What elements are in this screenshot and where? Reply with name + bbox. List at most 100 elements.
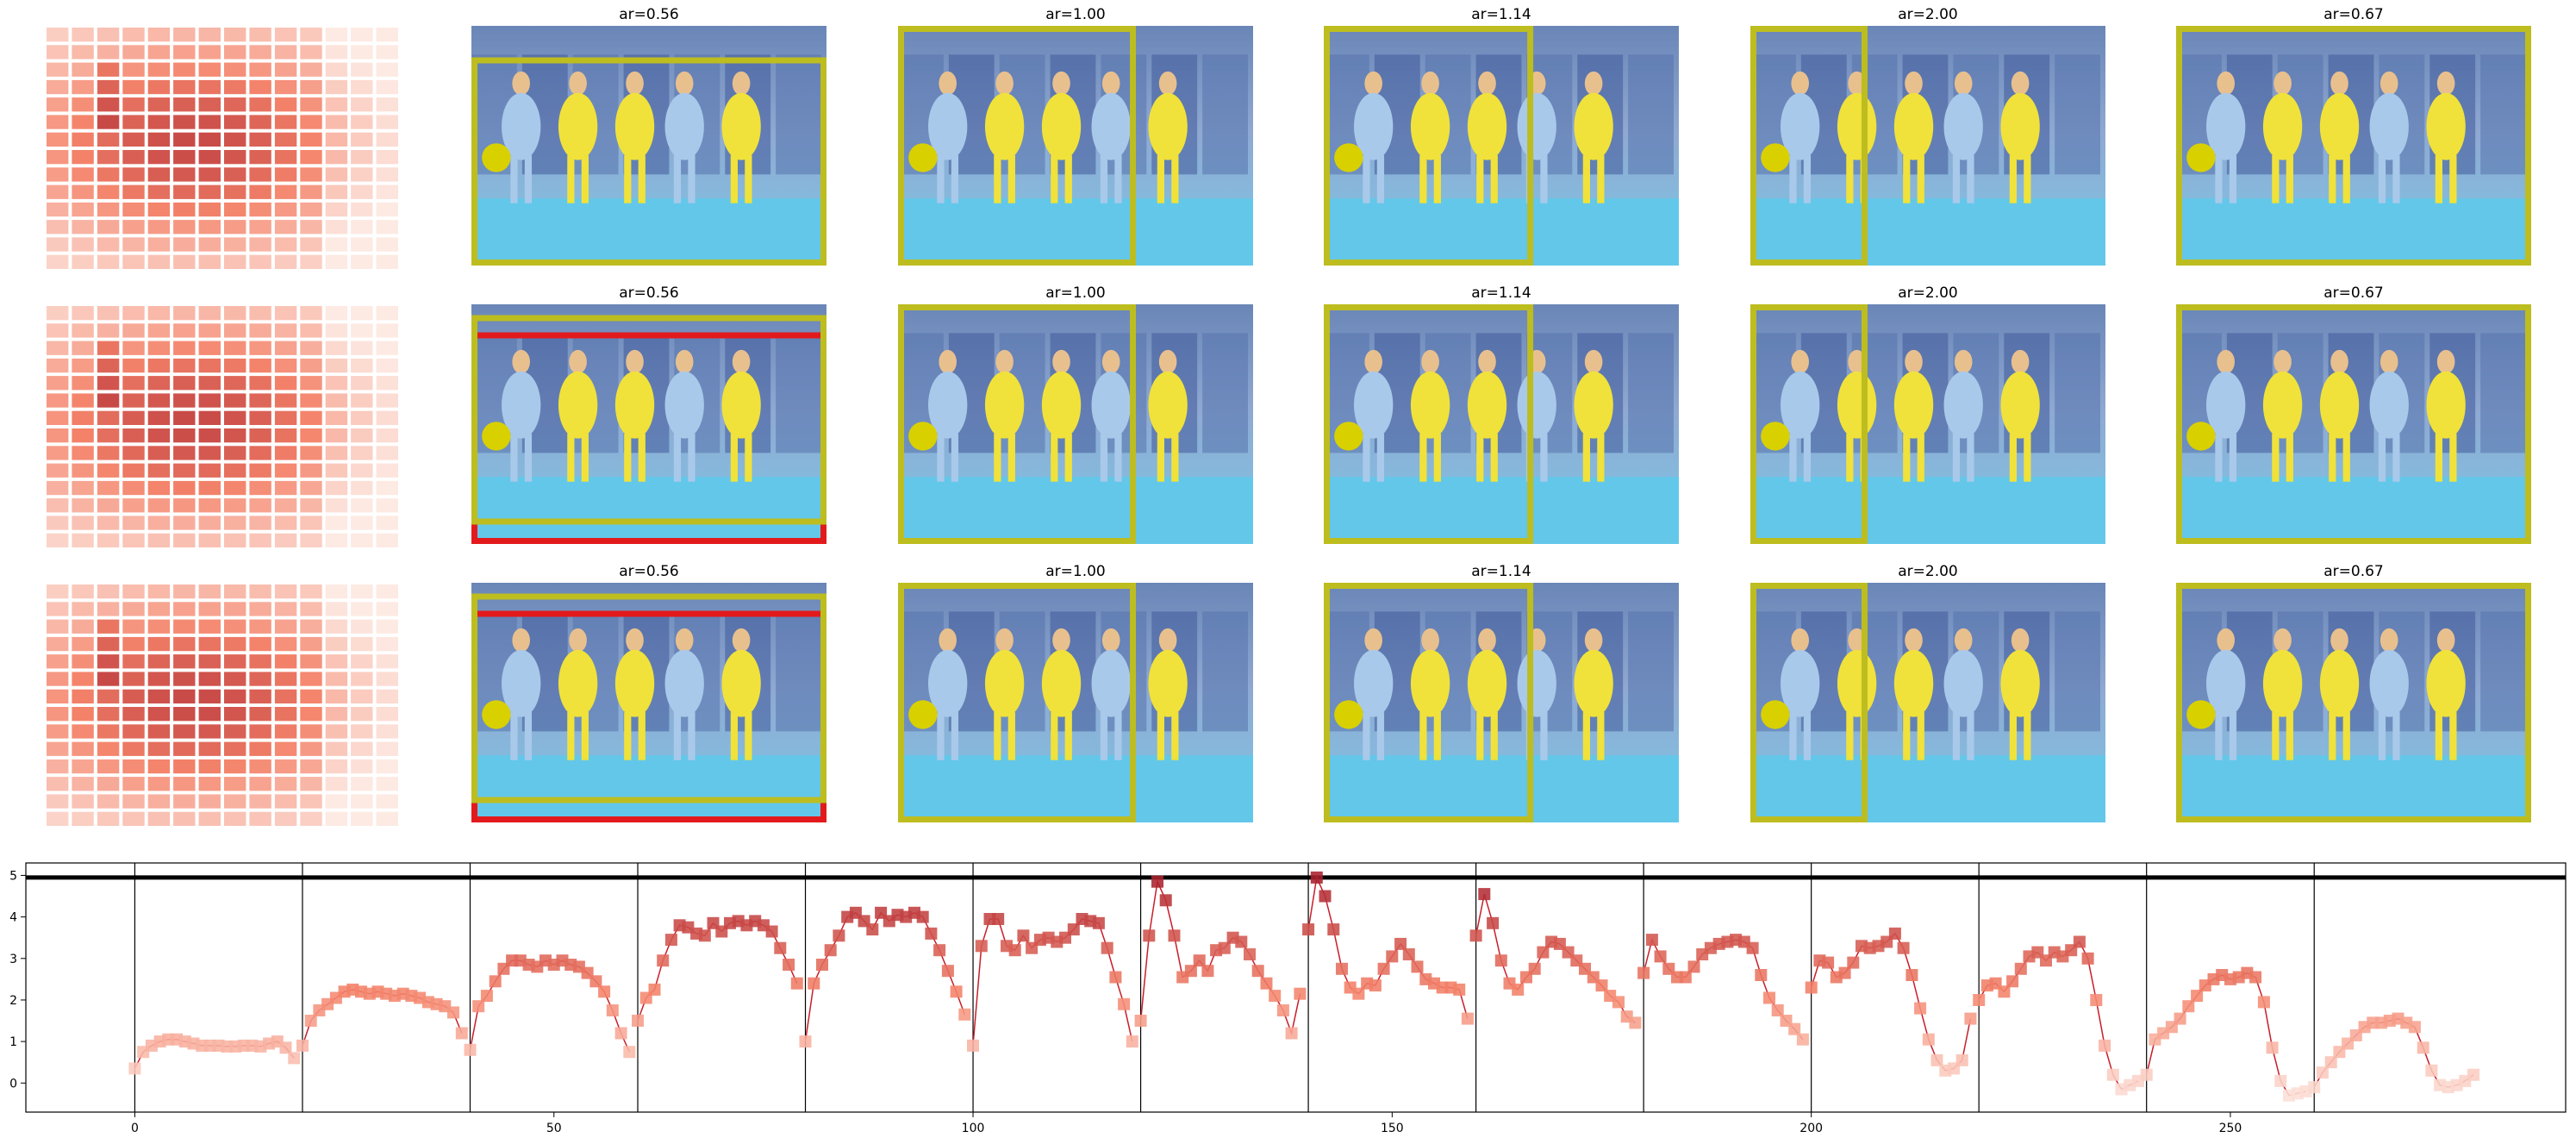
heatmap-cell: [325, 811, 348, 826]
player-body: [614, 371, 655, 439]
panel-title: ar=0.67: [2323, 563, 2384, 580]
heatmap-cell: [47, 220, 69, 234]
heatmap-cell: [300, 533, 322, 547]
heatmap-cell: [351, 376, 373, 391]
heatmap-cell: [274, 79, 297, 95]
heatmap-cell: [147, 150, 171, 165]
player-leg: [1157, 434, 1164, 482]
data-point: [664, 934, 677, 947]
player-leg: [673, 434, 682, 482]
series-segment: [967, 913, 1138, 1052]
series-segment: [1805, 927, 1977, 1077]
ball-icon: [908, 143, 938, 172]
heatmap-cell: [173, 254, 196, 269]
heatmap-cell: [97, 358, 120, 373]
player-body: [2262, 649, 2303, 717]
ball-icon: [1334, 143, 1363, 172]
player-head: [1158, 349, 1177, 374]
player-body: [2262, 92, 2303, 160]
heatmap-cell: [224, 97, 246, 112]
heatmap-cell: [249, 28, 271, 42]
heatmap-cell: [224, 306, 246, 321]
photo-grid: ar=0.56 ar=1.00 ar=1.14 ar=2.00 ar=0.67 ar=0.…: [471, 6, 2531, 822]
heatmap-cell: [198, 45, 221, 59]
heatmap-cell: [97, 150, 120, 165]
heatmap-cell: [300, 672, 322, 686]
heatmap-cell: [325, 115, 348, 129]
heatmap-cell: [351, 323, 373, 338]
heatmap-cell: [300, 602, 322, 616]
heatmap-cell: [376, 654, 398, 669]
panel-title: ar=1.14: [1471, 284, 1531, 302]
heatmap-cell: [224, 45, 246, 59]
x-tick-label: 200: [1799, 1122, 1823, 1135]
player-head: [2380, 628, 2398, 653]
heatmap-cell: [47, 498, 69, 513]
data-point: [1151, 875, 1163, 888]
player-leg: [2392, 434, 2400, 482]
heatmap-cell: [47, 62, 69, 77]
stand-panel: [1202, 611, 1248, 732]
heatmap-cell: [173, 376, 196, 391]
heatmap-cell: [351, 358, 373, 373]
player-head: [675, 349, 694, 374]
heatmap-cell: [47, 254, 69, 269]
photo-panel: ar=2.00: [1750, 284, 2105, 544]
heatmap-cell: [351, 237, 373, 252]
heatmap-cell: [325, 62, 348, 77]
heatmap-cell: [122, 446, 145, 460]
data-point: [2467, 1068, 2479, 1081]
player-body: [2319, 371, 2360, 439]
heatmap-cell: [224, 759, 246, 774]
heatmap-cell: [198, 741, 221, 756]
field-turf: [1750, 477, 2105, 544]
player-leg: [1846, 712, 1854, 760]
player-body: [2369, 371, 2409, 439]
ball-icon: [1761, 700, 1790, 729]
player-leg: [937, 712, 945, 760]
data-point: [1369, 979, 1382, 992]
heatmap-cell: [325, 707, 348, 722]
heatmap-cell: [173, 79, 196, 95]
ball-icon: [1761, 422, 1790, 451]
player-leg: [1582, 155, 1590, 203]
player-body: [1091, 92, 1131, 160]
heatmap-cell: [173, 28, 196, 42]
heatmap-cell: [47, 167, 69, 182]
heatmap-cell: [198, 516, 221, 530]
heatmap-cell: [198, 184, 221, 199]
heatmap-cell: [97, 393, 120, 408]
heatmap-cell: [224, 376, 246, 391]
heatmap-cell: [72, 516, 94, 530]
data-point: [975, 940, 988, 953]
data-point: [1235, 935, 1248, 948]
data-point: [606, 1004, 619, 1016]
y-tick-label: 4: [9, 911, 17, 925]
heatmap-cell: [72, 150, 94, 165]
heatmap-cell: [72, 393, 94, 408]
player-leg: [581, 434, 589, 482]
heatmap-cell: [300, 794, 322, 809]
heatmap-cell: [351, 707, 373, 722]
heatmap-cell: [147, 724, 171, 739]
heatmap-cell: [351, 254, 373, 269]
heatmap-cell: [224, 202, 246, 217]
data-point: [1067, 923, 1080, 936]
heatmap-cell: [97, 636, 120, 652]
heatmap-cell: [122, 533, 145, 547]
player-head: [2011, 71, 2030, 96]
heatmap-cell: [300, 654, 322, 669]
heatmap-cell: [351, 132, 373, 147]
player-leg: [1846, 155, 1854, 203]
heatmap-cell: [274, 533, 297, 547]
data-point: [1914, 1002, 1927, 1015]
heatmap-cell: [376, 602, 398, 616]
heatmap-cell: [224, 237, 246, 252]
heatmap-cell: [147, 97, 171, 112]
player-body: [1574, 649, 1613, 717]
crop-box: [471, 57, 826, 266]
player-leg: [1967, 712, 1974, 760]
crop-box: [1324, 583, 1534, 822]
heatmap-cell: [274, 811, 297, 826]
